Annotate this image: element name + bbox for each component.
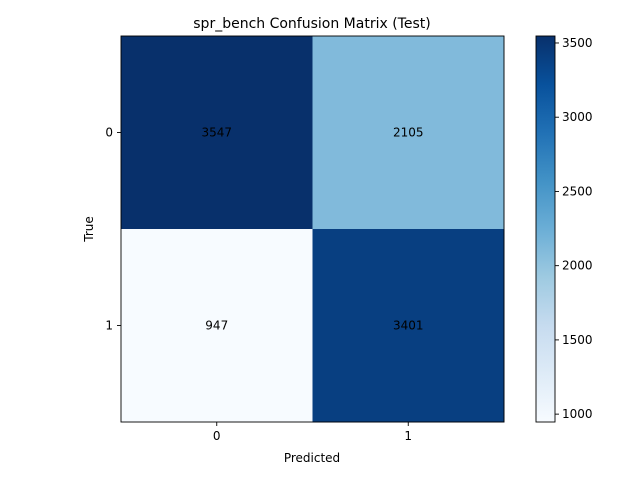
colorbar-tick-label: 2500 [562, 184, 593, 198]
heatmap-cells [121, 36, 505, 423]
y-tick-label: 1 [105, 319, 113, 333]
heatmap-value-labels: 3547 2105 947 3401 [201, 126, 423, 333]
x-tick-label: 1 [404, 429, 412, 443]
heatmap-cell-0-1 [312, 36, 505, 230]
chart-title: spr_bench Confusion Matrix (Test) [193, 16, 430, 32]
colorbar-ticks: 1000 1500 2000 2500 3000 3500 [555, 36, 593, 421]
colorbar-tick-label: 1000 [562, 407, 593, 421]
cell-value-label-0-1: 2105 [393, 126, 424, 140]
cell-value-label-0-0: 3547 [201, 126, 232, 140]
heatmap-frame [120, 35, 505, 423]
cell-value-label-1-0: 947 [205, 319, 228, 333]
heatmap-cell-1-1 [312, 229, 505, 423]
x-tick-label: 0 [213, 429, 221, 443]
colorbar-tick-label: 1500 [562, 333, 593, 347]
colorbar [535, 35, 556, 423]
colorbar-tick-label: 2000 [562, 259, 593, 273]
heatmap-cell-0-0 [121, 36, 313, 230]
y-axis-ticks: 01 [105, 126, 121, 333]
colorbar-tick-label: 3500 [562, 36, 593, 50]
cell-value-label-1-1: 3401 [393, 319, 424, 333]
y-axis-label: True [82, 216, 96, 243]
y-tick-label: 0 [105, 126, 113, 140]
x-axis-label: Predicted [284, 451, 340, 465]
heatmap-cell-1-0 [121, 229, 313, 423]
colorbar-tick-label: 3000 [562, 110, 593, 124]
